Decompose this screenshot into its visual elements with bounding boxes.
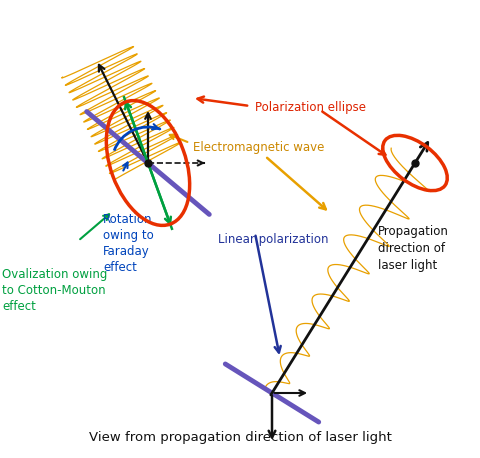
Text: View from propagation direction of laser light: View from propagation direction of laser… [89, 431, 391, 445]
Text: Rotation
owing to
Faraday
effect: Rotation owing to Faraday effect [103, 213, 154, 274]
Text: Propagation
direction of
laser light: Propagation direction of laser light [378, 224, 449, 272]
Text: Polarization ellipse: Polarization ellipse [255, 102, 366, 114]
Text: Electromagnetic wave: Electromagnetic wave [193, 142, 324, 154]
Text: Ovalization owing
to Cotton-Mouton
effect: Ovalization owing to Cotton-Mouton effec… [2, 268, 108, 313]
Text: Linear polarization: Linear polarization [218, 234, 328, 246]
